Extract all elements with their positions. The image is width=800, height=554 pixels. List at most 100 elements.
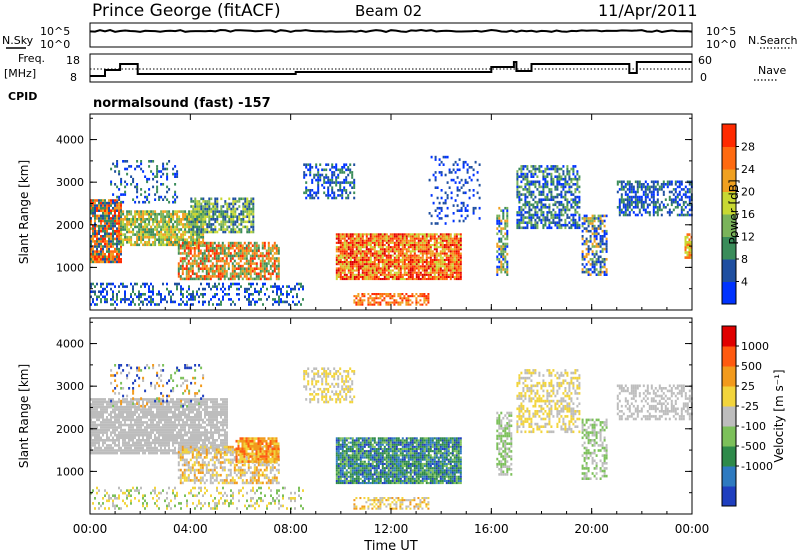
- echo-cell: [496, 217, 498, 220]
- echo-cell: [176, 213, 178, 216]
- echo-cell: [540, 165, 542, 168]
- echo-cell: [406, 250, 408, 252]
- echo-cell: [200, 208, 202, 211]
- echo-cell: [578, 224, 580, 227]
- echo-cell: [574, 196, 576, 199]
- echo-cell: [408, 272, 410, 274]
- echo-cell: [390, 250, 392, 252]
- echo-cell: [558, 183, 560, 186]
- echo-cell: [370, 278, 372, 280]
- echo-cell: [404, 272, 406, 274]
- echo-cell: [418, 257, 420, 259]
- echo-cell: [570, 181, 572, 184]
- echo-cell: [448, 263, 450, 265]
- echo-cell: [424, 235, 426, 237]
- echo-cell: [156, 188, 158, 191]
- echo-cell: [186, 290, 188, 293]
- echo-cell: [258, 244, 260, 247]
- echo-cell: [424, 250, 426, 252]
- echo-cell: [414, 248, 416, 250]
- echo-cell: [366, 233, 368, 235]
- echo-cell: [315, 179, 317, 182]
- echo-cell: [418, 270, 420, 272]
- echo-cell: [176, 241, 178, 244]
- echo-cell: [371, 293, 373, 295]
- echo-cell: [380, 244, 382, 246]
- echo-cell: [641, 201, 643, 204]
- echo-cell: [435, 179, 437, 182]
- echo-cell: [138, 215, 140, 218]
- echo-cell: [428, 246, 430, 248]
- echo-cell: [144, 231, 146, 234]
- echo-cell: [396, 259, 398, 261]
- echo-cell: [444, 248, 446, 250]
- echo-cell: [554, 224, 556, 227]
- echo-cell: [220, 221, 222, 224]
- echo-cell: [180, 285, 182, 288]
- echo-cell: [390, 272, 392, 274]
- echo-cell: [362, 276, 364, 278]
- echo-cell: [524, 206, 526, 209]
- echo-cell: [639, 209, 641, 212]
- echo-cell: [224, 223, 226, 226]
- echo-cell: [222, 273, 224, 276]
- echo-cell: [148, 238, 150, 241]
- echo-cell: [528, 209, 530, 212]
- echo-cell: [336, 242, 338, 244]
- echo-cell: [558, 219, 560, 222]
- echo-cell: [140, 301, 142, 304]
- echo-cell: [270, 267, 272, 270]
- echo-cell: [406, 257, 408, 259]
- echo-cell: [368, 263, 370, 265]
- echo-cell: [305, 186, 307, 189]
- echo-cell: [212, 285, 214, 288]
- echo-cell: [168, 233, 170, 236]
- echo-cell: [437, 222, 439, 225]
- echo-cell: [410, 259, 412, 261]
- echo-cell: [228, 231, 230, 234]
- echo-cell: [400, 270, 402, 272]
- echo-cell: [362, 238, 364, 240]
- echo-cell: [268, 257, 270, 260]
- echo-cell: [414, 257, 416, 259]
- echo-cell: [186, 215, 188, 218]
- echo-cell: [128, 298, 130, 301]
- echo-cell: [378, 250, 380, 252]
- echo-cell: [604, 215, 606, 218]
- echo-cell: [520, 186, 522, 189]
- echo-cell: [236, 255, 238, 258]
- echo-cell: [552, 216, 554, 219]
- echo-cell: [186, 267, 188, 270]
- echo-cell: [174, 241, 176, 244]
- echo-cell: [371, 304, 373, 306]
- echo-cell: [106, 222, 108, 225]
- echo-cell: [240, 270, 242, 273]
- echo-cell: [178, 283, 180, 286]
- echo-cell: [454, 240, 456, 242]
- echo-cell: [106, 215, 108, 218]
- echo-cell: [108, 225, 110, 228]
- echo-cell: [586, 243, 588, 246]
- echo-cell: [378, 235, 380, 237]
- echo-cell: [426, 233, 428, 235]
- echo-cell: [106, 220, 108, 223]
- echo-cell: [156, 168, 158, 171]
- echo-cell: [305, 192, 307, 195]
- echo-cell: [382, 246, 384, 248]
- echo-cell: [162, 228, 164, 231]
- echo-cell: [272, 290, 274, 293]
- echo-cell: [156, 213, 158, 216]
- echo-cell: [264, 244, 266, 247]
- echo-cell: [592, 233, 594, 236]
- echo-cell: [268, 247, 270, 250]
- echo-cell: [140, 231, 142, 234]
- echo-cell: [574, 201, 576, 204]
- echo-cell: [238, 250, 240, 253]
- echo-cell: [162, 244, 164, 247]
- echo-cell: [358, 276, 360, 278]
- echo-cell: [358, 263, 360, 265]
- echo-cell: [542, 170, 544, 173]
- echo-cell: [592, 263, 594, 266]
- echo-cell: [200, 267, 202, 270]
- echo-cell: [560, 227, 562, 230]
